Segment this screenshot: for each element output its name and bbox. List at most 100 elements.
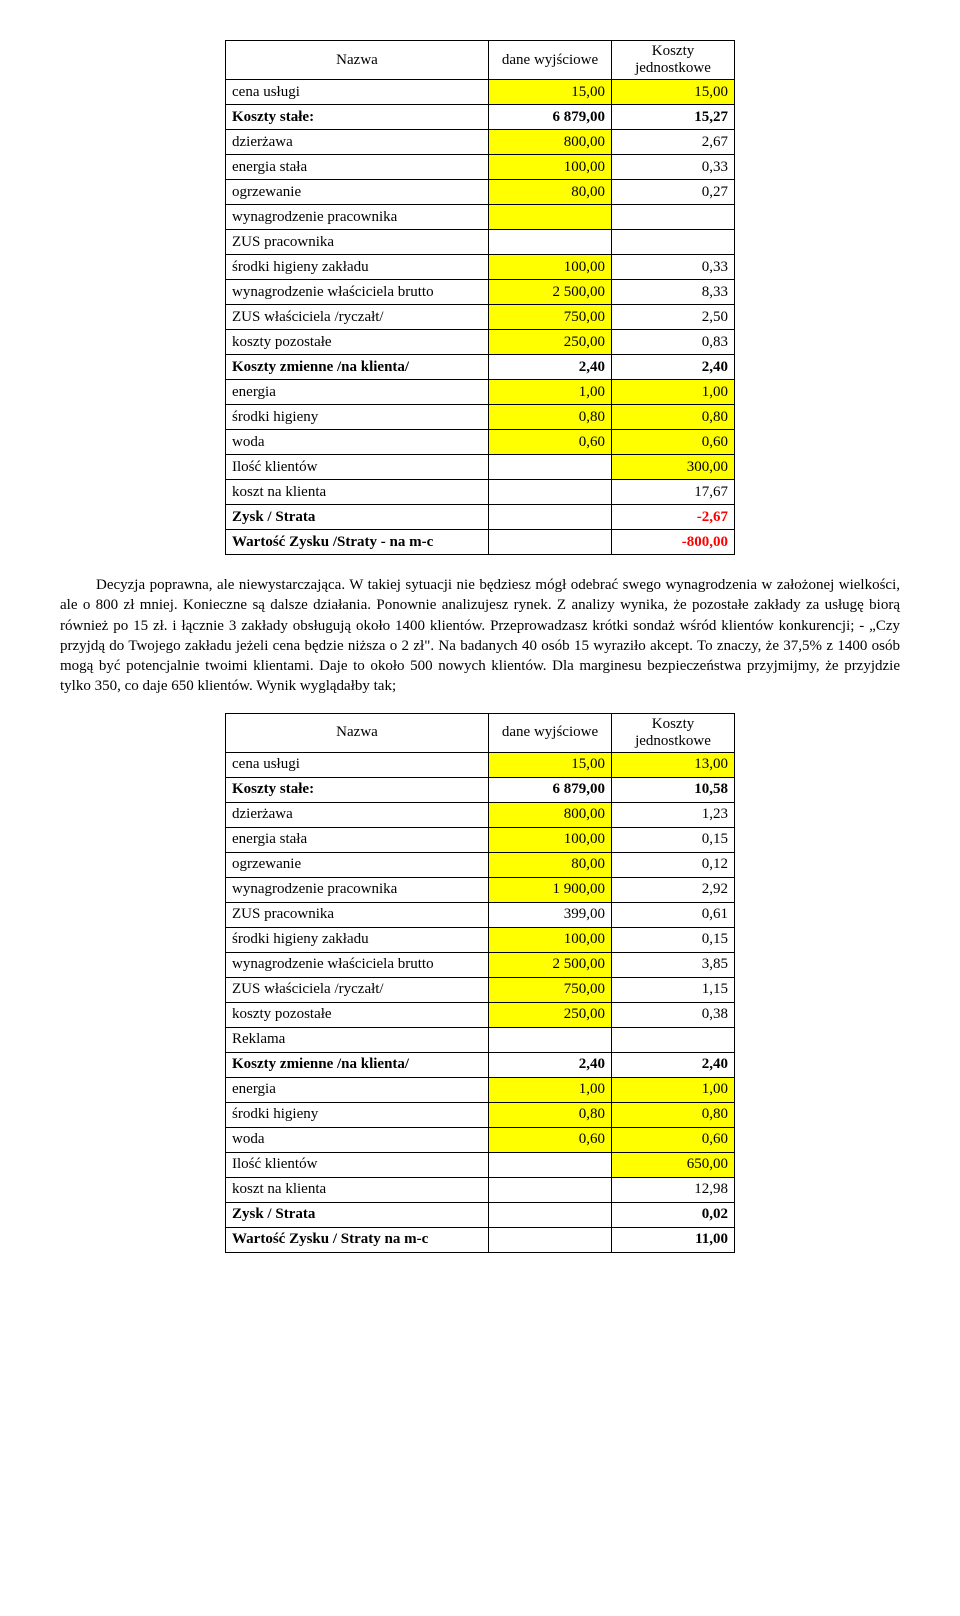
row-value-1 [489, 505, 612, 530]
table-row: Ilość klientów 650,00 [226, 1152, 735, 1177]
row-value-2: 2,50 [612, 305, 735, 330]
header-v2: Koszty jednostkowe [612, 713, 735, 752]
row-value-2: 0,83 [612, 330, 735, 355]
table-row: Wartość Zysku / Straty na m-c11,00 [226, 1227, 735, 1252]
row-value-2: 0,15 [612, 927, 735, 952]
row-value-1 [489, 480, 612, 505]
row-value-1: 0,60 [489, 430, 612, 455]
table-row: ZUS właściciela /ryczałt/750,002,50 [226, 305, 735, 330]
row-name: wynagrodzenie właściciela brutto [226, 280, 489, 305]
row-name: wynagrodzenie pracownika [226, 205, 489, 230]
row-value-2: 0,33 [612, 155, 735, 180]
row-name: cena usługi [226, 752, 489, 777]
row-value-2 [612, 1027, 735, 1052]
table-row: wynagrodzenie pracownika1 900,002,92 [226, 877, 735, 902]
row-name: wynagrodzenie właściciela brutto [226, 952, 489, 977]
row-value-1 [489, 530, 612, 555]
row-value-2: 0,61 [612, 902, 735, 927]
row-name: dzierżawa [226, 802, 489, 827]
table-row: dzierżawa800,001,23 [226, 802, 735, 827]
row-value-1: 2,40 [489, 355, 612, 380]
table-row: energia1,001,00 [226, 1077, 735, 1102]
row-value-1: 2 500,00 [489, 952, 612, 977]
row-value-2: 2,40 [612, 1052, 735, 1077]
row-value-1: 100,00 [489, 927, 612, 952]
row-value-2: 15,27 [612, 105, 735, 130]
row-value-1: 2,40 [489, 1052, 612, 1077]
row-name: energia [226, 1077, 489, 1102]
table-row: Zysk / Strata0,02 [226, 1202, 735, 1227]
row-value-2: 2,92 [612, 877, 735, 902]
row-name: Zysk / Strata [226, 505, 489, 530]
row-value-1 [489, 1027, 612, 1052]
row-value-1: 100,00 [489, 827, 612, 852]
row-name: ogrzewanie [226, 180, 489, 205]
row-value-1 [489, 455, 612, 480]
table-row: cena usługi15,0015,00 [226, 80, 735, 105]
row-value-1: 80,00 [489, 180, 612, 205]
row-name: ZUS właściciela /ryczałt/ [226, 977, 489, 1002]
row-value-2: 0,60 [612, 430, 735, 455]
row-value-2: 17,67 [612, 480, 735, 505]
row-value-2: 1,00 [612, 380, 735, 405]
row-value-2: 650,00 [612, 1152, 735, 1177]
table-row: środki higieny0,800,80 [226, 1102, 735, 1127]
table-row: energia stała100,000,33 [226, 155, 735, 180]
row-value-1: 750,00 [489, 305, 612, 330]
table-row: środki higieny zakładu100,000,15 [226, 927, 735, 952]
table-row: dzierżawa800,002,67 [226, 130, 735, 155]
row-name: środki higieny [226, 405, 489, 430]
row-value-2: 1,23 [612, 802, 735, 827]
row-name: środki higieny zakładu [226, 927, 489, 952]
row-value-2: 13,00 [612, 752, 735, 777]
table-row: woda0,600,60 [226, 1127, 735, 1152]
row-value-1: 0,80 [489, 1102, 612, 1127]
analysis-paragraph: Decyzja poprawna, ale niewystarczająca. … [60, 575, 900, 697]
row-value-2: 1,15 [612, 977, 735, 1002]
table-row: środki higieny0,800,80 [226, 405, 735, 430]
row-name: Ilość klientów [226, 455, 489, 480]
table-header-row: Nazwa dane wyjściowe Koszty jednostkowe [226, 713, 735, 752]
row-name: ZUS właściciela /ryczałt/ [226, 305, 489, 330]
row-value-2: 300,00 [612, 455, 735, 480]
row-value-2: 0,80 [612, 405, 735, 430]
row-value-2: 0,15 [612, 827, 735, 852]
table-row: wynagrodzenie właściciela brutto2 500,00… [226, 280, 735, 305]
row-value-1: 250,00 [489, 330, 612, 355]
row-name: dzierżawa [226, 130, 489, 155]
row-name: Zysk / Strata [226, 1202, 489, 1227]
row-value-1: 800,00 [489, 130, 612, 155]
row-name: koszt na klienta [226, 1177, 489, 1202]
row-value-2: 0,38 [612, 1002, 735, 1027]
row-value-1: 100,00 [489, 155, 612, 180]
row-value-1 [489, 230, 612, 255]
table-row: Koszty zmienne /na klienta/2,402,40 [226, 1052, 735, 1077]
row-value-1 [489, 205, 612, 230]
row-value-2: 10,58 [612, 777, 735, 802]
table-row: energia stała100,000,15 [226, 827, 735, 852]
row-value-2: 2,40 [612, 355, 735, 380]
row-value-2: 8,33 [612, 280, 735, 305]
row-value-1: 800,00 [489, 802, 612, 827]
row-value-1 [489, 1227, 612, 1252]
row-value-1: 6 879,00 [489, 105, 612, 130]
row-name: koszty pozostałe [226, 1002, 489, 1027]
row-value-2: 3,85 [612, 952, 735, 977]
header-v2: Koszty jednostkowe [612, 41, 735, 80]
header-name: Nazwa [226, 713, 489, 752]
table-row: cena usługi15,0013,00 [226, 752, 735, 777]
row-value-2: -2,67 [612, 505, 735, 530]
header-v1: dane wyjściowe [489, 41, 612, 80]
table-row: ogrzewanie80,000,12 [226, 852, 735, 877]
table-row: energia1,001,00 [226, 380, 735, 405]
row-value-1: 0,60 [489, 1127, 612, 1152]
cost-table-2: Nazwa dane wyjściowe Koszty jednostkowe … [225, 713, 735, 1253]
row-name: Koszty stałe: [226, 105, 489, 130]
table-row: Reklama [226, 1027, 735, 1052]
row-name: Ilość klientów [226, 1152, 489, 1177]
header-name: Nazwa [226, 41, 489, 80]
row-name: koszt na klienta [226, 480, 489, 505]
row-value-1: 0,80 [489, 405, 612, 430]
table-row: Zysk / Strata -2,67 [226, 505, 735, 530]
cost-table-1: Nazwa dane wyjściowe Koszty jednostkowe … [225, 40, 735, 555]
